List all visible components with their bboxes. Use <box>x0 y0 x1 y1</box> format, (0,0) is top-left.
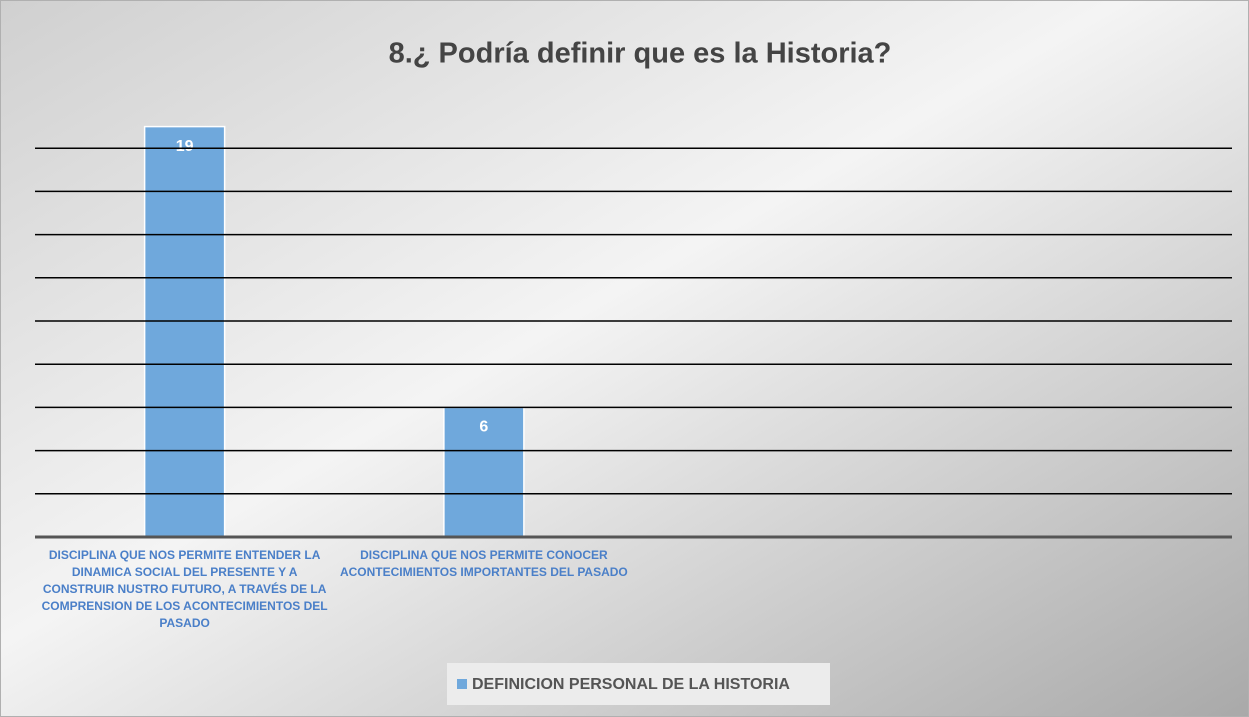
chart-title: 8.¿ Podría definir que es la Historia? <box>389 38 892 70</box>
x-tick-label: DISCIPLINA QUE NOS PERMITE ENTENDER LA D… <box>41 548 328 630</box>
x-tick-label: DISCIPLINA QUE NOS PERMITE CONOCER ACONT… <box>339 548 628 579</box>
legend-swatch <box>457 679 467 689</box>
data-label: 19 <box>176 138 194 155</box>
data-label: 6 <box>479 419 488 436</box>
legend-label: DEFINICION PERSONAL DE LA HISTORIA <box>472 676 790 693</box>
legend-box <box>447 663 830 705</box>
bar <box>143 125 226 538</box>
